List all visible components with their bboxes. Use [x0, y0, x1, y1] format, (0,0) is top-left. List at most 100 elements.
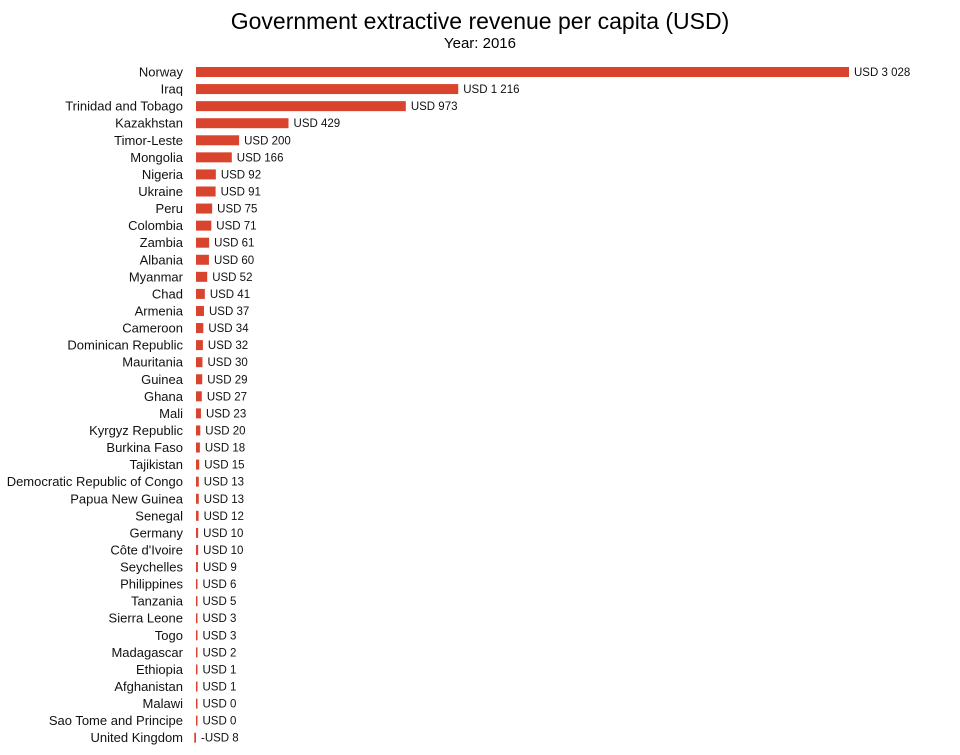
- value-label-norway: USD 3 028: [854, 67, 910, 79]
- bar-ukraine: [196, 186, 216, 197]
- value-label-timor-leste: USD 200: [244, 135, 291, 147]
- value-label-senegal: USD 12: [204, 511, 244, 523]
- bar-norway: [196, 67, 849, 77]
- value-label-guinea: USD 29: [207, 374, 247, 386]
- bar-c-te-d-ivoire: [196, 544, 199, 555]
- category-label-germany: Germany: [130, 525, 184, 540]
- category-label-chad: Chad: [152, 286, 183, 301]
- bar-mauritania: [196, 357, 203, 368]
- bar-mali: [196, 408, 201, 419]
- category-label-sierra-leone: Sierra Leone: [109, 611, 183, 626]
- value-label-mali: USD 23: [206, 408, 246, 420]
- category-label-guinea: Guinea: [141, 372, 184, 387]
- bar-myanmar: [196, 271, 208, 282]
- category-label-cameroon: Cameroon: [122, 321, 183, 336]
- bar-timor-leste: [196, 135, 240, 146]
- value-label-chad: USD 41: [210, 289, 250, 301]
- category-label-ukraine: Ukraine: [138, 184, 183, 199]
- category-label-zambia: Zambia: [140, 235, 184, 250]
- category-label-trinidad-and-tobago: Trinidad and Tobago: [65, 99, 183, 114]
- bar-seychelles: [196, 562, 198, 573]
- value-label-zambia: USD 61: [214, 238, 254, 250]
- value-label-albania: USD 60: [214, 255, 254, 267]
- bar-papua-new-guinea: [196, 493, 199, 504]
- bar-peru: [196, 203, 213, 214]
- bar-afghanistan: [196, 681, 198, 692]
- value-label-sierra-leone: USD 3: [203, 613, 237, 625]
- bar-madagascar: [196, 647, 198, 658]
- value-label-tanzania: USD 5: [203, 596, 237, 608]
- bar-united-kingdom: [194, 732, 196, 743]
- value-label-ethiopia: USD 1: [203, 664, 237, 676]
- bar-tajikistan: [196, 459, 200, 470]
- category-label-iraq: Iraq: [161, 82, 183, 97]
- value-label-malawi: USD 0: [203, 699, 237, 711]
- bar-dominican-republic: [196, 340, 203, 351]
- category-label-timor-leste: Timor-Leste: [114, 133, 183, 148]
- value-label-afghanistan: USD 1: [203, 682, 237, 694]
- category-label-norway: Norway: [139, 65, 184, 80]
- value-label-democratic-republic-of-congo: USD 13: [204, 477, 244, 489]
- value-label-ghana: USD 27: [207, 391, 247, 403]
- bar-philippines: [196, 579, 198, 590]
- bar-colombia: [196, 220, 212, 231]
- category-label-dominican-republic: Dominican Republic: [67, 338, 183, 353]
- value-label-tajikistan: USD 15: [204, 460, 244, 472]
- bar-ethiopia: [196, 664, 198, 675]
- category-label-malawi: Malawi: [143, 696, 184, 711]
- category-label-tanzania: Tanzania: [131, 594, 184, 609]
- category-label-madagascar: Madagascar: [111, 645, 183, 660]
- category-label-senegal: Senegal: [135, 508, 183, 523]
- category-label-mauritania: Mauritania: [122, 355, 183, 370]
- category-label-sao-tome-and-principe: Sao Tome and Principe: [49, 713, 183, 728]
- value-label-mauritania: USD 30: [207, 357, 247, 369]
- category-label-mali: Mali: [159, 406, 183, 421]
- category-label-c-te-d-ivoire: Côte d'Ivoire: [110, 542, 183, 557]
- value-label-united-kingdom: -USD 8: [201, 733, 239, 745]
- bar-albania: [196, 254, 209, 265]
- category-label-ethiopia: Ethiopia: [136, 662, 184, 677]
- bar-tanzania: [196, 596, 198, 607]
- value-label-trinidad-and-tobago: USD 973: [411, 101, 458, 113]
- value-label-burkina-faso: USD 18: [205, 443, 245, 455]
- value-label-philippines: USD 6: [203, 579, 237, 591]
- category-label-papua-new-guinea: Papua New Guinea: [70, 491, 184, 506]
- category-label-myanmar: Myanmar: [129, 269, 184, 284]
- value-label-seychelles: USD 9: [203, 562, 237, 574]
- category-label-armenia: Armenia: [135, 303, 184, 318]
- value-label-dominican-republic: USD 32: [208, 340, 248, 352]
- bar-kazakhstan: [196, 118, 289, 129]
- bar-senegal: [196, 510, 199, 521]
- value-label-sao-tome-and-principe: USD 0: [203, 716, 237, 728]
- category-label-colombia: Colombia: [128, 218, 184, 233]
- category-label-tajikistan: Tajikistan: [130, 457, 183, 472]
- bar-trinidad-and-tobago: [196, 101, 406, 112]
- value-label-armenia: USD 37: [209, 306, 249, 318]
- value-label-togo: USD 3: [203, 630, 237, 642]
- category-label-kazakhstan: Kazakhstan: [115, 116, 183, 131]
- bar-germany: [196, 527, 199, 538]
- value-label-madagascar: USD 2: [203, 647, 237, 659]
- category-label-albania: Albania: [140, 252, 184, 267]
- value-label-c-te-d-ivoire: USD 10: [203, 545, 243, 557]
- bar-ghana: [196, 391, 202, 402]
- bar-iraq: [196, 84, 459, 95]
- category-label-peru: Peru: [156, 201, 183, 216]
- value-label-nigeria: USD 92: [221, 169, 261, 181]
- category-label-philippines: Philippines: [120, 577, 183, 592]
- category-label-mongolia: Mongolia: [130, 150, 184, 165]
- value-label-myanmar: USD 52: [212, 272, 252, 284]
- category-label-kyrgyz-republic: Kyrgyz Republic: [89, 423, 183, 438]
- value-label-mongolia: USD 166: [237, 152, 284, 164]
- category-label-burkina-faso: Burkina Faso: [106, 440, 183, 455]
- bar-burkina-faso: [196, 442, 200, 453]
- bar-nigeria: [196, 169, 216, 180]
- bar-mongolia: [196, 152, 232, 163]
- category-label-togo: Togo: [155, 628, 183, 643]
- value-label-ukraine: USD 91: [221, 186, 261, 198]
- bar-armenia: [196, 305, 204, 316]
- bar-malawi: [196, 698, 198, 709]
- bar-democratic-republic-of-congo: [196, 476, 199, 487]
